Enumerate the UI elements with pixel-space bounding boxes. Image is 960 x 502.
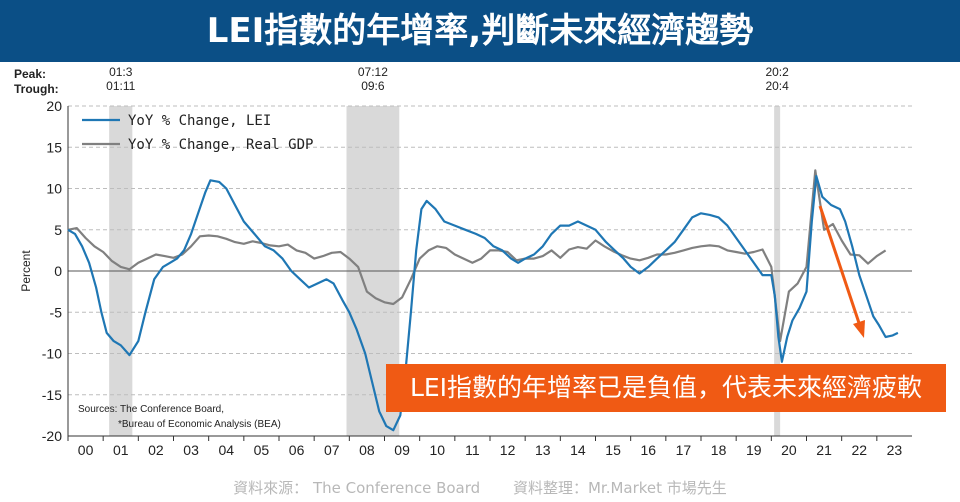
x-tick-label: 08 bbox=[359, 442, 375, 458]
y-tick-label: -15 bbox=[42, 387, 62, 403]
y-tick-label: 10 bbox=[46, 181, 62, 197]
x-tick-label: 11 bbox=[465, 442, 480, 458]
sources-line-1: Sources: The Conference Board, bbox=[78, 404, 224, 415]
x-tick-label: 12 bbox=[500, 442, 516, 458]
x-tick-label: 21 bbox=[816, 442, 832, 458]
callout-box: LEI指數的年增率已是負值，代表未來經濟疲軟 bbox=[386, 364, 946, 412]
series-line bbox=[67, 169, 887, 343]
recession-peak-label: 20:2 bbox=[765, 65, 789, 79]
trough-heading: Trough: bbox=[14, 82, 59, 96]
y-tick-label: 5 bbox=[54, 222, 62, 238]
y-tick-label: 15 bbox=[46, 139, 62, 155]
legend-label: YoY % Change, Real GDP bbox=[128, 137, 313, 153]
x-tick-label: 17 bbox=[676, 442, 692, 458]
title-banner: LEI指數的年增率,判斷未來經濟趨勢 bbox=[0, 0, 960, 62]
x-tick-label: 00 bbox=[78, 442, 94, 458]
y-tick-label: 0 bbox=[54, 263, 62, 279]
footer-source: 資料來源： The Conference Board bbox=[233, 479, 481, 497]
recession-trough-label: 01:11 bbox=[106, 79, 135, 93]
trend-arrow-shaft bbox=[818, 205, 863, 330]
legend-label: YoY % Change, LEI bbox=[128, 113, 271, 129]
recession-trough-label: 20:4 bbox=[765, 79, 789, 93]
sources-line-2: *Bureau of Economic Analysis (BEA) bbox=[118, 419, 281, 430]
x-tick-label: 09 bbox=[394, 442, 410, 458]
series-line bbox=[67, 175, 899, 432]
y-tick-label: 20 bbox=[46, 98, 62, 114]
y-tick-label: -20 bbox=[42, 428, 62, 444]
page-title: LEI指數的年增率,判斷未來經濟趨勢 bbox=[206, 11, 754, 51]
x-tick-label: 10 bbox=[429, 442, 445, 458]
recession-trough-label: 09:6 bbox=[361, 79, 385, 93]
y-tick-label: -5 bbox=[50, 304, 63, 320]
x-tick-label: 06 bbox=[289, 442, 305, 458]
x-tick-label: 16 bbox=[640, 442, 656, 458]
x-tick-label: 15 bbox=[605, 442, 621, 458]
x-tick-label: 19 bbox=[746, 442, 762, 458]
x-tick-label: 22 bbox=[851, 442, 867, 458]
y-tick-label: -10 bbox=[42, 346, 62, 362]
x-tick-label: 03 bbox=[183, 442, 199, 458]
x-tick-label: 01 bbox=[113, 442, 129, 458]
footer: 資料來源： The Conference Board 資料整理：Mr.Marke… bbox=[0, 476, 960, 500]
x-tick-label: 13 bbox=[535, 442, 551, 458]
x-tick-label: 07 bbox=[324, 442, 340, 458]
trend-arrow-head bbox=[853, 320, 865, 338]
peak-heading: Peak: bbox=[14, 67, 46, 81]
x-tick-label: 04 bbox=[218, 442, 234, 458]
footer-compiler: 資料整理：Mr.Market 市場先生 bbox=[512, 479, 727, 497]
recession-peak-label: 07:12 bbox=[358, 65, 388, 79]
callout-text: LEI指數的年增率已是負值，代表未來經濟疲軟 bbox=[409, 373, 923, 402]
y-axis-title: Percent bbox=[19, 250, 33, 292]
recession-peak-label: 01:3 bbox=[109, 65, 133, 79]
x-tick-label: 14 bbox=[570, 442, 586, 458]
x-tick-label: 05 bbox=[254, 442, 270, 458]
x-tick-label: 18 bbox=[711, 442, 727, 458]
x-tick-label: 02 bbox=[148, 442, 164, 458]
x-tick-label: 23 bbox=[887, 442, 903, 458]
x-tick-label: 20 bbox=[781, 442, 797, 458]
